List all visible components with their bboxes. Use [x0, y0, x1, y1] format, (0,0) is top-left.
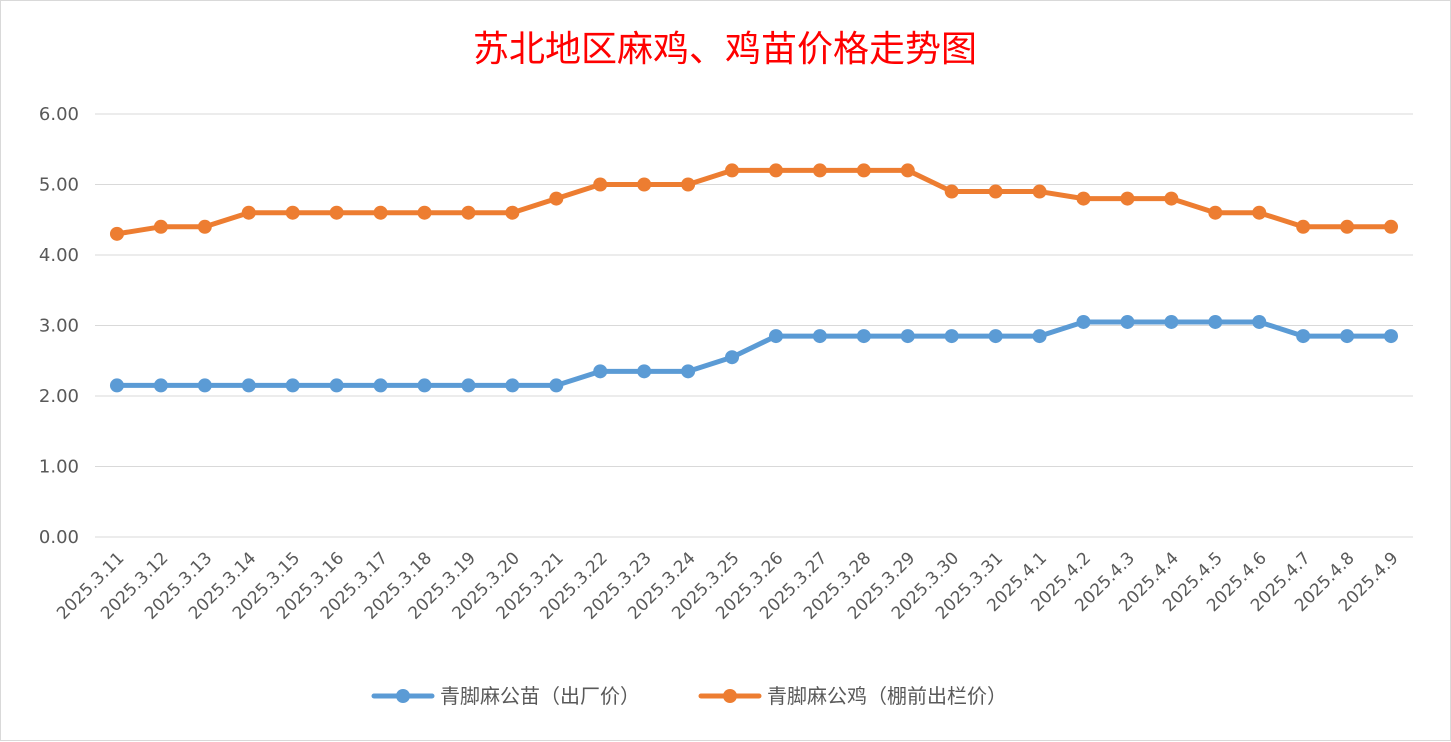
y-tick-label: 3.00 [39, 316, 79, 337]
data-point [725, 163, 740, 178]
data-point [549, 191, 564, 206]
y-tick-label: 2.00 [39, 386, 79, 407]
data-point [1076, 191, 1091, 206]
data-point [812, 329, 827, 344]
data-point [1384, 329, 1399, 344]
data-point [637, 364, 652, 379]
data-point [900, 329, 915, 344]
data-point [197, 219, 212, 234]
data-point [1120, 191, 1135, 206]
series-line [114, 319, 1394, 388]
data-point [373, 378, 388, 393]
y-tick-label: 6.00 [39, 104, 79, 125]
series-lines [109, 163, 1399, 393]
data-point [285, 205, 300, 220]
data-point [593, 364, 608, 379]
data-point [1032, 184, 1047, 199]
data-point [593, 177, 608, 192]
data-point [1340, 219, 1355, 234]
data-point [241, 378, 256, 393]
data-point [900, 163, 915, 178]
data-point [373, 205, 388, 220]
data-point [505, 378, 520, 393]
data-point [109, 226, 124, 241]
data-point [856, 329, 871, 344]
series-1 [109, 163, 1399, 241]
data-point [153, 378, 168, 393]
data-point [637, 177, 652, 192]
y-tick-label: 1.00 [39, 457, 79, 478]
legend-label: 青脚麻公鸡（棚前出栏价） [767, 684, 1007, 708]
data-point [1164, 191, 1179, 206]
data-point [1296, 219, 1311, 234]
data-point [1076, 314, 1091, 329]
data-point [109, 378, 124, 393]
data-point [725, 350, 740, 365]
legend-swatch-marker [396, 689, 410, 703]
data-point [285, 378, 300, 393]
data-point [1296, 329, 1311, 344]
data-point [1208, 314, 1223, 329]
data-point [153, 219, 168, 234]
data-point [988, 329, 1003, 344]
grid-lines [95, 113, 1413, 538]
y-tick-label: 4.00 [39, 245, 79, 266]
data-point [241, 205, 256, 220]
data-point [681, 177, 696, 192]
data-point [768, 329, 783, 344]
y-tick-label: 0.00 [39, 527, 79, 548]
data-point [1164, 314, 1179, 329]
data-point [988, 184, 1003, 199]
legend: 青脚麻公苗（出厂价） 青脚麻公鸡（棚前出栏价） [371, 684, 1007, 708]
legend-swatch-marker [723, 689, 737, 703]
data-point [417, 378, 432, 393]
x-axis-ticks: 2025.3.112025.3.122025.3.132025.3.142025… [53, 548, 1402, 623]
legend-label: 青脚麻公苗（出厂价） [440, 684, 640, 708]
series-0 [109, 314, 1399, 393]
data-point [197, 378, 212, 393]
data-point [944, 184, 959, 199]
y-tick-label: 5.00 [39, 175, 79, 196]
data-point [1120, 314, 1135, 329]
data-point [461, 205, 476, 220]
data-point [1032, 329, 1047, 344]
data-point [856, 163, 871, 178]
data-point [417, 205, 432, 220]
series-line [114, 167, 1394, 237]
chart-title: 苏北地区麻鸡、鸡苗价格走势图 [473, 29, 977, 70]
data-point [681, 364, 696, 379]
data-point [329, 378, 344, 393]
data-point [812, 163, 827, 178]
data-point [505, 205, 520, 220]
data-point [1252, 205, 1267, 220]
data-point [1252, 314, 1267, 329]
data-point [1384, 219, 1399, 234]
data-point [329, 205, 344, 220]
data-point [944, 329, 959, 344]
y-axis-ticks: 0.00 1.00 2.00 3.00 4.00 5.00 6.00 [39, 104, 79, 548]
data-point [1340, 329, 1355, 344]
data-point [549, 378, 564, 393]
data-point [1208, 205, 1223, 220]
data-point [461, 378, 476, 393]
data-point [768, 163, 783, 178]
